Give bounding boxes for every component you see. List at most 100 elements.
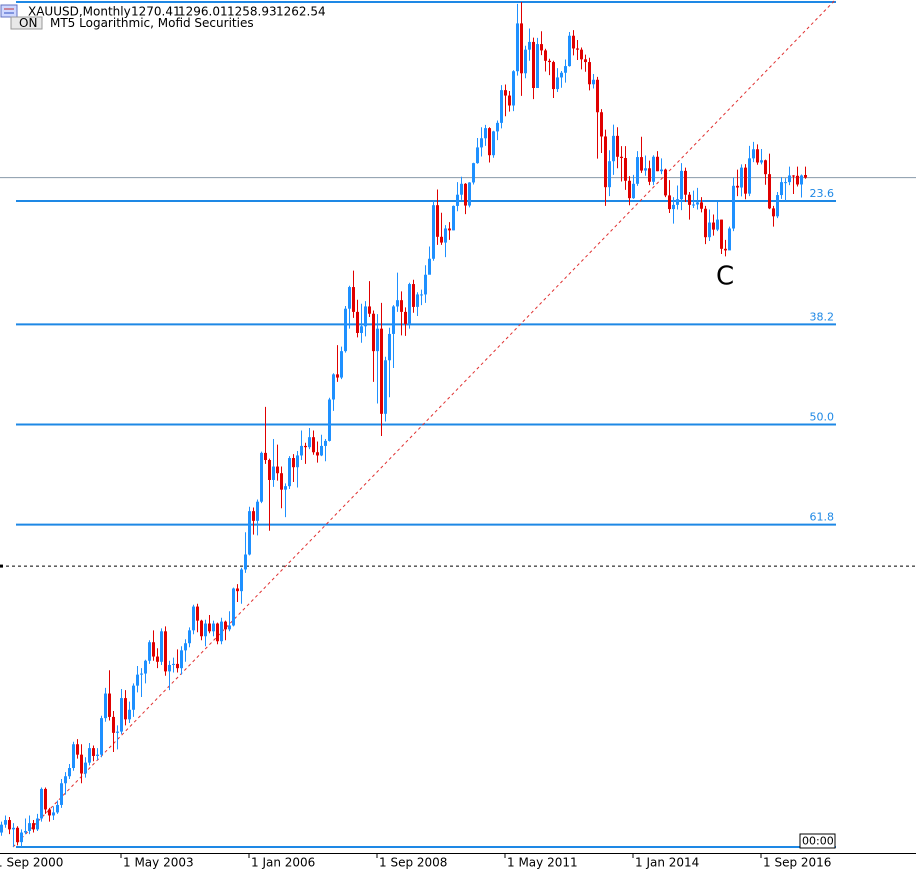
header-icon (0, 4, 18, 18)
candle-body (544, 50, 547, 61)
candle-body (660, 169, 663, 172)
candle-body (28, 823, 31, 831)
candle-body (292, 458, 295, 468)
candle-body (392, 306, 395, 334)
candle-body (340, 351, 343, 378)
candle-body (468, 182, 471, 206)
candle-body (708, 222, 711, 238)
candle-body (184, 643, 187, 651)
candle-body (784, 182, 787, 184)
candle-body (748, 158, 751, 194)
candle-body (248, 511, 251, 555)
candle-body (524, 49, 527, 74)
candle-body (740, 167, 743, 188)
candle-body (500, 90, 503, 123)
candle-body (324, 440, 327, 446)
candle-body (420, 294, 423, 296)
candle-body (92, 748, 95, 756)
candle-body (804, 175, 807, 178)
candle-body (16, 827, 19, 843)
candle-body (148, 642, 151, 661)
candle-body (400, 300, 403, 312)
candle-body (564, 66, 567, 73)
candle-body (616, 135, 619, 157)
x-tick-label: 1 Jan 2014 (635, 856, 699, 870)
candle-body (664, 169, 667, 196)
candle-body (592, 79, 595, 85)
candle-body (332, 374, 335, 400)
candle-body (608, 161, 611, 188)
candle-body (84, 762, 87, 774)
candle-body (396, 300, 399, 307)
badge: ON (19, 16, 37, 30)
candle-body (160, 631, 163, 662)
candle-body (348, 287, 351, 309)
candle-body (668, 195, 671, 210)
candle-body (220, 621, 223, 642)
candle-body (712, 222, 715, 230)
candle-body (144, 660, 147, 674)
candle-body (572, 35, 575, 49)
candle-body (704, 208, 707, 238)
candle-body (132, 685, 135, 710)
plot-area (0, 0, 916, 849)
candle-body (652, 156, 655, 182)
candle-body (576, 48, 579, 50)
candle-body (284, 486, 287, 490)
candle-body (680, 170, 683, 200)
candle-body (96, 754, 99, 756)
candle-body (116, 731, 119, 733)
candle-body (428, 258, 431, 275)
x-tick-label: 1 May 2003 (123, 856, 194, 870)
candle-body (388, 333, 391, 361)
candle-body (604, 136, 607, 188)
candle-body (556, 77, 559, 90)
x-tick-label: 1 Sep 2008 (379, 856, 447, 870)
candle-body (188, 630, 191, 644)
candle-body (484, 128, 487, 139)
candle-body (760, 160, 763, 163)
candle-body (684, 170, 687, 195)
x-tick-label: 1 Sep 2000 (0, 856, 63, 870)
close-value: 1262.54 (276, 5, 326, 19)
candle-body (40, 788, 43, 819)
candle-body (312, 437, 315, 453)
candle-body (612, 135, 615, 162)
candle-body (244, 554, 247, 570)
candle-body (424, 274, 427, 295)
fib-label: 61.8 (810, 511, 835, 524)
candle-body (552, 62, 555, 90)
candle-body (744, 167, 747, 194)
badge-box (10, 16, 43, 30)
trendline (12, 0, 836, 848)
candle-body (440, 236, 443, 243)
candle-body (640, 157, 643, 171)
candle-body (412, 284, 415, 307)
candle-body (280, 473, 283, 490)
candle-body (64, 776, 67, 784)
candle-body (8, 820, 11, 830)
candle-body (240, 569, 243, 592)
candle-body (52, 812, 55, 816)
candle-body (580, 49, 583, 60)
candle-body (724, 248, 727, 251)
candle-body (548, 60, 551, 63)
candle-body (560, 72, 563, 78)
candle-body (464, 183, 467, 206)
candle-body (256, 501, 259, 521)
candle-body (212, 623, 215, 632)
high-value: 1296.01 (178, 5, 228, 19)
candle-body (624, 158, 627, 181)
candle-body (276, 466, 279, 474)
candle-body (460, 183, 463, 195)
candle-body (648, 168, 651, 182)
candle-body (76, 744, 79, 755)
candle-body (540, 44, 543, 51)
candle-body (328, 399, 331, 441)
candle-body (772, 208, 775, 217)
candle-body (316, 452, 319, 456)
candle-body (404, 311, 407, 324)
candle-body (380, 328, 383, 414)
candle-body (352, 287, 355, 312)
